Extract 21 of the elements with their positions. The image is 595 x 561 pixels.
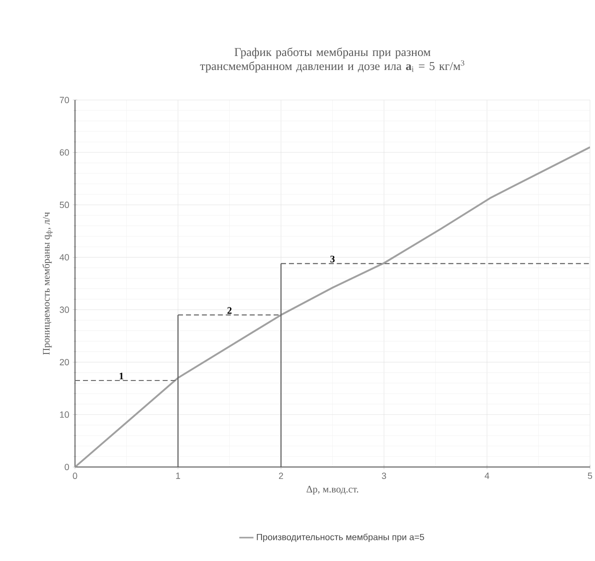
y-tick-label: 0 — [64, 464, 70, 470]
y-tick-label: 20 — [60, 358, 70, 366]
x-tick-label: 2 — [278, 472, 284, 479]
annotation: 2 — [227, 307, 232, 314]
x-tick-label: 5 — [588, 472, 592, 479]
x-tick-label: 0 — [72, 472, 78, 479]
y-tick-label: 70 — [60, 96, 70, 104]
y-tick-label: 50 — [60, 202, 70, 208]
y-tick-label: 30 — [60, 306, 70, 313]
x-tick-label: 4 — [484, 472, 490, 479]
y-tick-label: 10 — [60, 411, 70, 418]
annotation: 1 — [120, 372, 124, 380]
chart-title: График работы мембраны при разном трансмембранном давлении и дозе ила a$_{i}$ = 5 кг/м$^{3}$ — [200, 47, 464, 73]
y-axis-title: Проницаемость мембраны q$_{ф}$, л/ч — [42, 212, 53, 355]
x-axis-title: Δp, м.вод.ст. — [306, 486, 358, 495]
y-tick-label: 40 — [60, 254, 70, 260]
x-tick-label: 1 — [176, 472, 180, 479]
y-tick-label: 60 — [60, 149, 70, 156]
legend-label: Производительность мембраны при a=5 — [256, 534, 424, 542]
annotation: 3 — [330, 256, 335, 262]
x-tick-label: 3 — [382, 472, 386, 479]
